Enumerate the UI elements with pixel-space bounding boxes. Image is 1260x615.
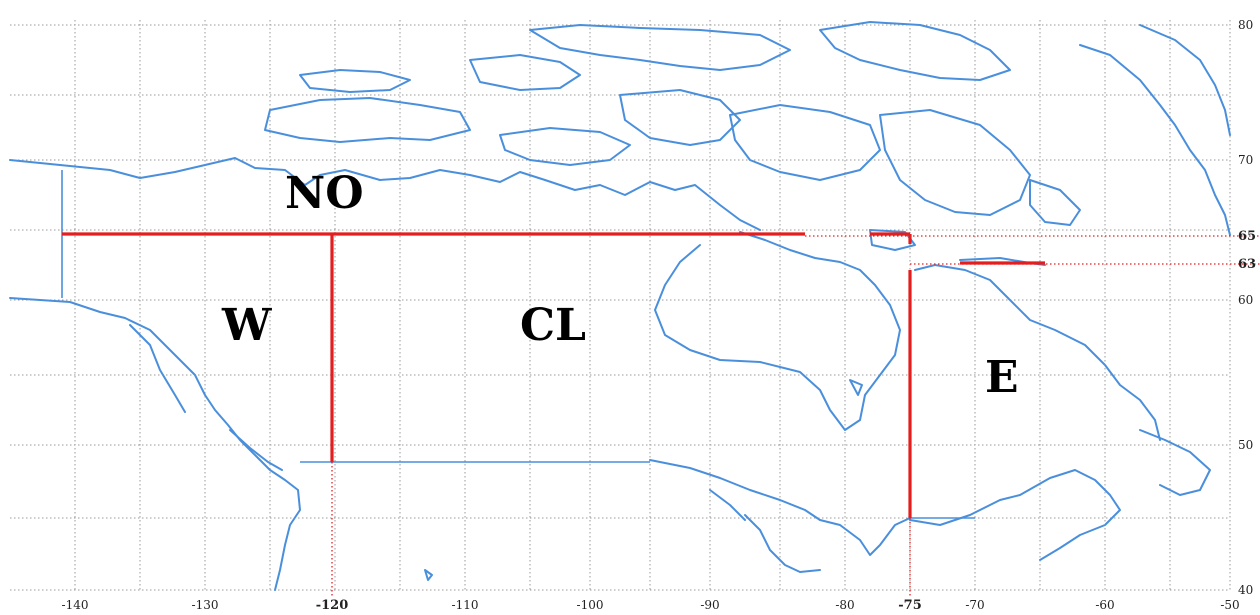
lat-tick-label: 80 [1238, 18, 1253, 32]
lon-tick-label: -110 [452, 598, 479, 612]
lat-tick-label: 60 [1238, 293, 1253, 307]
political-borders [61, 170, 975, 519]
lat-tick-label: 50 [1238, 438, 1253, 452]
lon-tick-label: -130 [192, 598, 219, 612]
coastline [9, 21, 1231, 591]
region-e-label: E [985, 352, 1019, 403]
region-no-label: NO [285, 168, 364, 219]
lat-tick-label: 70 [1238, 153, 1253, 167]
lon-tick-label: -75 [898, 598, 922, 613]
region-w-label: W [221, 300, 272, 351]
graticule [10, 20, 1231, 592]
lon-tick-label: -50 [1220, 598, 1239, 612]
lon-tick-label: -70 [965, 598, 984, 612]
lat-tick-label: 65 [1238, 229, 1256, 244]
lat-tick-label: 63 [1238, 257, 1256, 272]
lon-tick-label: -60 [1095, 598, 1114, 612]
lon-tick-label: -140 [62, 598, 89, 612]
lon-tick-label: -120 [316, 598, 349, 613]
lat-tick-label: 40 [1238, 583, 1253, 597]
region-boundaries [62, 232, 1260, 598]
region-labels: NO W CL E [221, 168, 1019, 403]
lon-tick-label: -80 [835, 598, 854, 612]
region-cl-label: CL [520, 300, 586, 351]
lon-tick-label: -100 [577, 598, 604, 612]
latitude-axis: 80 70 65 63 60 50 40 [1238, 18, 1256, 597]
lon-tick-label: -90 [700, 598, 719, 612]
longitude-axis: -140 -130 -120 -110 -100 -90 -80 -75 -70 -60 -50 [62, 598, 1240, 613]
